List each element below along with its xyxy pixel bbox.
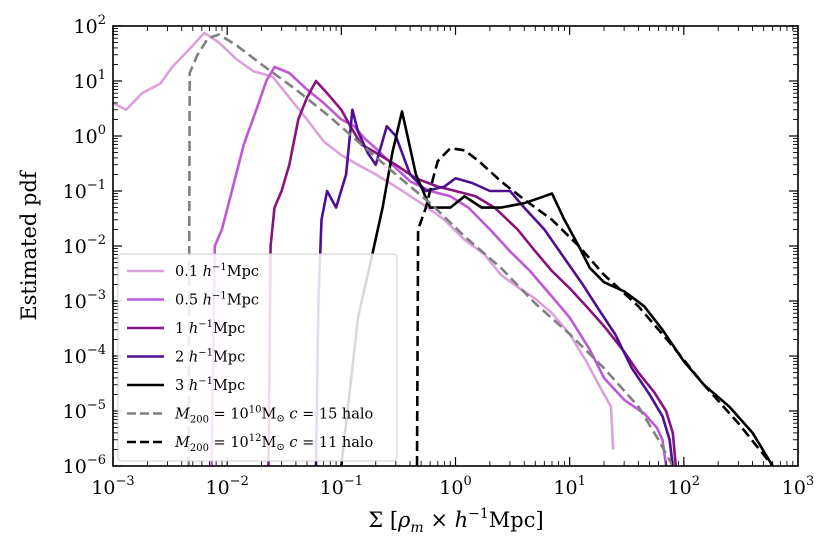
- series-line-5: [340, 110, 774, 466]
- series-line-1: [113, 31, 615, 450]
- plot-frame: [112, 25, 799, 467]
- x-tick-label: 102: [668, 474, 700, 499]
- legend-label-7: M200 = 1012M⊙ c = 11 halo: [174, 433, 373, 454]
- x-tick-label: 101: [553, 474, 585, 499]
- legend-label-1: 0.1 h−1Mpc: [175, 262, 259, 280]
- y-tick-label: 10−6: [63, 453, 106, 478]
- y-tick-label: 101: [74, 68, 106, 93]
- series-line-4: [314, 108, 675, 466]
- x-tick-label: 103: [782, 474, 814, 499]
- series-line-2: [210, 65, 668, 466]
- legend-label-4: 2 h−1Mpc: [175, 348, 245, 366]
- legend-label-3: 1 h−1Mpc: [175, 319, 245, 337]
- legend-label-5: 3 h−1Mpc: [175, 376, 245, 394]
- x-tick-label: 100: [439, 474, 471, 499]
- x-tick-label: 10−1: [320, 474, 363, 499]
- legend-label-6: M200 = 1010M⊙ c = 15 halo: [174, 405, 373, 426]
- x-tick-label: 10−3: [91, 474, 134, 499]
- y-tick-label: 10−4: [63, 343, 106, 368]
- y-axis-label: Estimated pdf: [17, 169, 41, 321]
- y-tick-label: 10−5: [63, 398, 106, 423]
- y-tick-label: 10−1: [63, 178, 106, 203]
- legend-label-2: 0.5 h−1Mpc: [175, 291, 259, 309]
- legend-box: [117, 253, 398, 462]
- y-tick-label: 10−2: [63, 233, 106, 258]
- y-tick-label: 10−3: [63, 288, 106, 313]
- y-tick-label: 100: [74, 123, 106, 148]
- series-line-7: [415, 146, 774, 466]
- x-axis-label: Σ [ρm × h−1Mpc]: [368, 506, 543, 536]
- y-tick-label: 102: [74, 13, 106, 38]
- x-tick-label: 10−2: [205, 474, 248, 499]
- series-line-6: [187, 33, 674, 466]
